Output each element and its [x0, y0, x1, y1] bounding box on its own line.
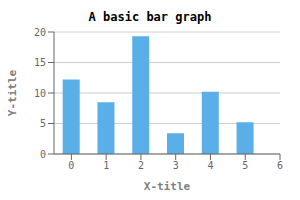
svg-text:2: 2 — [138, 160, 144, 171]
svg-text:0: 0 — [68, 160, 74, 171]
svg-text:6: 6 — [277, 160, 283, 171]
svg-text:20: 20 — [34, 27, 46, 38]
svg-text:1: 1 — [103, 160, 109, 171]
svg-text:4: 4 — [207, 160, 213, 171]
svg-text:10: 10 — [34, 88, 46, 99]
svg-text:5: 5 — [242, 160, 248, 171]
svg-text:5: 5 — [40, 118, 46, 129]
svg-text:3: 3 — [173, 160, 179, 171]
svg-text:0: 0 — [40, 149, 46, 160]
html-text:A basic bar graph: A basic bar graph — [88, 10, 212, 24]
svg-text:15: 15 — [34, 57, 46, 68]
svg-text:Y-title: Y-title — [8, 69, 19, 116]
svg-text:X-title: X-title — [144, 180, 191, 192]
